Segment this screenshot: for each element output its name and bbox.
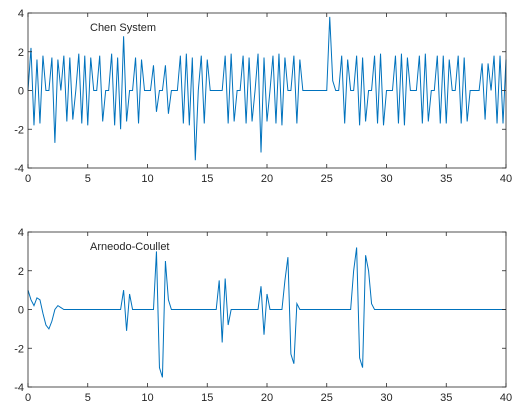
signal-line — [27, 247, 506, 378]
y-tick-label: -2 — [14, 343, 24, 355]
y-tick-label: -2 — [14, 124, 24, 136]
x-tick-label: 0 — [25, 173, 31, 185]
axes-box — [27, 231, 507, 388]
x-tick-label: 25 — [321, 392, 333, 404]
x-tick-label: 5 — [85, 173, 91, 185]
y-tick-label: 0 — [18, 86, 24, 98]
y-tick-label: 4 — [18, 227, 24, 239]
annotation: Chen System — [90, 22, 156, 34]
x-tick-label: 30 — [380, 392, 392, 404]
y-tick-label: -4 — [14, 382, 24, 394]
x-tick-label: 35 — [440, 392, 452, 404]
y-tick-label: 0 — [18, 305, 24, 317]
x-tick-label: 10 — [141, 392, 153, 404]
y-tick-label: 2 — [18, 47, 24, 59]
x-tick-label: 30 — [380, 173, 392, 185]
x-tick-label: 25 — [321, 173, 333, 185]
y-tick-label: 4 — [18, 8, 24, 20]
x-tick-label: 40 — [500, 392, 512, 404]
x-tick-label: 40 — [500, 173, 512, 185]
x-tick-label: 15 — [201, 173, 213, 185]
x-tick-label: 15 — [201, 392, 213, 404]
x-tick-label: 20 — [261, 173, 273, 185]
x-tick-label: 20 — [261, 392, 273, 404]
axes-box — [27, 12, 507, 169]
x-tick-label: 10 — [141, 173, 153, 185]
y-tick-label: 2 — [18, 266, 24, 278]
y-tick-label: -4 — [14, 163, 24, 175]
x-tick-label: 35 — [440, 173, 452, 185]
x-tick-label: 5 — [85, 392, 91, 404]
annotation: Arneodo-Coullet — [90, 241, 170, 253]
x-tick-label: 0 — [25, 392, 31, 404]
signal-line — [27, 16, 507, 161]
